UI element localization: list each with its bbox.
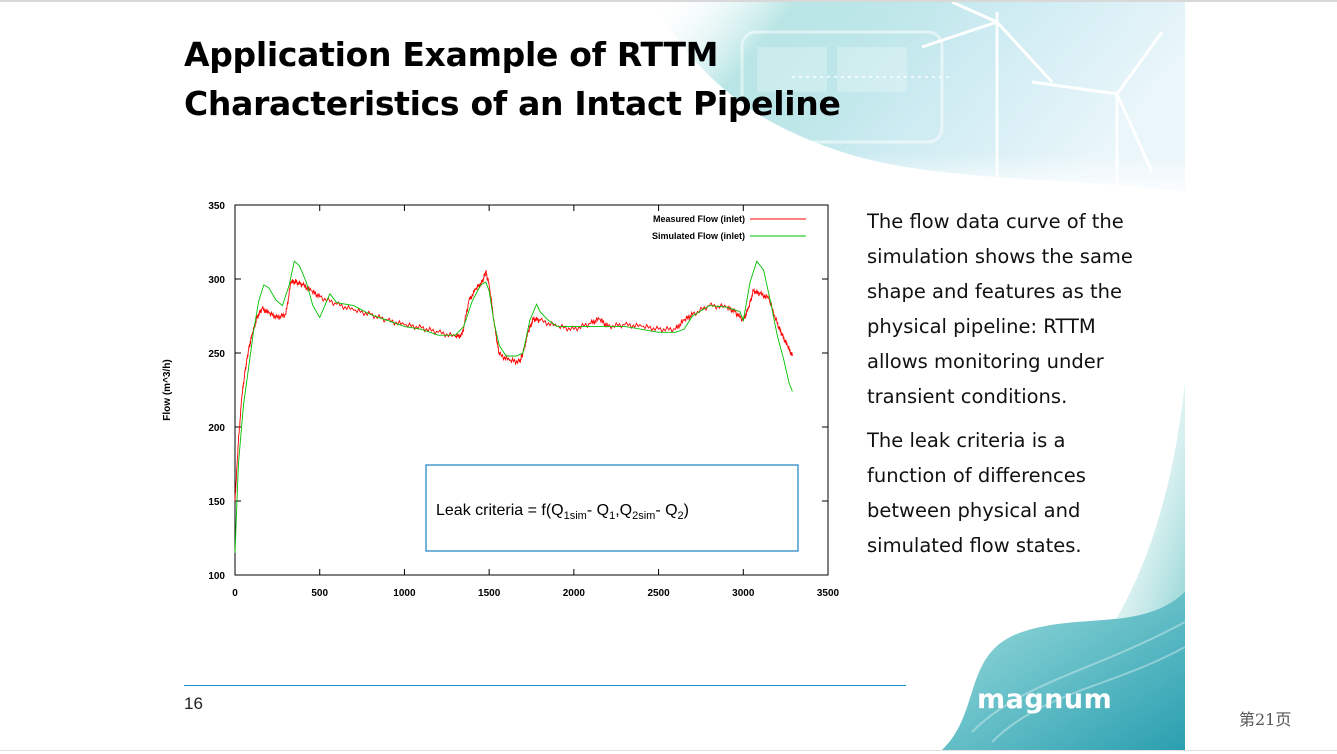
plot-frame	[234, 204, 829, 576]
viewer-bottom-border	[0, 750, 1337, 751]
slide: Application Example of RTTM Characterist…	[152, 2, 1185, 750]
leak-criteria-formula: Leak criteria = f(Q1sim- Q1,Q2sim- Q2)	[436, 502, 689, 522]
x-tick-label: 500	[311, 588, 328, 599]
y-tick-label: 100	[208, 571, 225, 582]
y-tick-label: 250	[208, 349, 225, 360]
header-decoration	[512, 2, 1185, 202]
side-decoration	[1102, 382, 1185, 642]
flow-chart: 0 500 1000 1500 2000 2500 3000 3500 100 150 200 250…	[162, 201, 840, 599]
body-paragraph-1: The flow data curve of the simulation sh…	[867, 210, 1133, 408]
magnum-logo: magnum	[977, 684, 1113, 715]
x-tick-label: 3500	[817, 588, 840, 599]
x-tick-label: 2500	[647, 588, 670, 599]
slide-number: 16	[184, 694, 203, 713]
y-tick-label: 150	[208, 497, 225, 508]
y-axis-label: Flow (m^3/h)	[162, 359, 173, 420]
x-tick-label: 3000	[732, 588, 755, 599]
leak-criteria-box	[425, 464, 799, 552]
series-line-simulated	[234, 260, 793, 553]
legend-label: Measured Flow (inlet)	[653, 214, 745, 224]
x-tick-label: 2000	[563, 588, 586, 599]
slide-title: Application Example of RTTM Characterist…	[184, 30, 841, 128]
page-indicator: 第21页	[1239, 710, 1292, 729]
x-tick-label: 1000	[393, 588, 416, 599]
footer-decoration	[942, 592, 1185, 750]
legend-label: Simulated Flow (inlet)	[652, 231, 745, 241]
slide-title-line2: Characteristics of an Intact Pipeline	[184, 84, 841, 123]
slide-title-line1: Application Example of RTTM	[184, 35, 719, 74]
y-tick-label: 200	[208, 423, 225, 434]
footer-divider	[184, 685, 906, 686]
y-tick-label: 350	[208, 201, 225, 212]
slide-body: The flow data curve of the simulation sh…	[867, 204, 1137, 572]
x-tick-label: 1500	[478, 588, 501, 599]
body-paragraph-2: The leak criteria is a function of diffe…	[867, 429, 1086, 557]
y-tick-label: 300	[208, 275, 225, 286]
x-tick-label: 0	[232, 588, 238, 599]
viewer-top-border	[0, 0, 1337, 2]
